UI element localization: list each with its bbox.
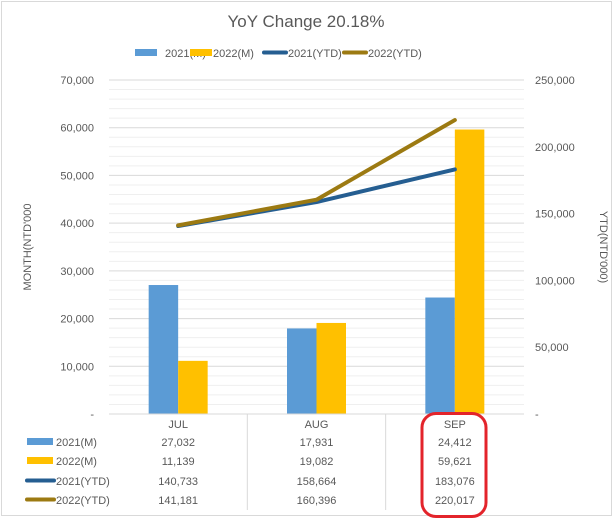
legend-label: 2022(M) [213, 48, 254, 60]
table-header-SEP: SEP [444, 419, 466, 431]
table-row-label: 2022(M) [56, 456, 97, 468]
table-row-label: 2021(YTD) [56, 476, 110, 488]
table-header-JUL: JUL [168, 419, 188, 431]
table-cell: 59,621 [438, 456, 472, 468]
left-tick-label: 40,000 [60, 218, 94, 230]
table-cell: 17,931 [300, 437, 334, 449]
right-tick-label: - [535, 409, 539, 421]
left-tick-label: - [90, 409, 94, 421]
bar-2022(M)-AUG [316, 322, 346, 414]
left-axis-title: MONTH(NTD'000 [22, 203, 34, 290]
legend: 2021(M) 2022(M) 2021(YTD) 2022(YTD) [135, 48, 422, 60]
table-row-label: 2022(YTD) [56, 495, 110, 507]
right-tick-label: 150,000 [535, 209, 575, 221]
table-cell: 24,412 [438, 437, 472, 449]
table-cell: 141,181 [158, 495, 198, 507]
left-tick-label: 10,000 [60, 361, 94, 373]
legend-swatch-icon [190, 49, 212, 56]
table-swatch-icon [27, 438, 53, 445]
bar-2021(M)-AUG [287, 328, 317, 414]
table-cell: 160,396 [297, 495, 337, 507]
right-tick-label: 50,000 [535, 342, 569, 354]
left-tick-label: 20,000 [60, 314, 94, 326]
table-swatch-icon [27, 457, 53, 464]
table-cell: 27,032 [161, 437, 195, 449]
data-table: JUL AUG SEP 2021(M) 27,032 17,931 24,412 2022(M… [25, 413, 524, 510]
right-axis-ticks: - 50,000 100,000 150,000 200,000 250,000 [535, 75, 575, 421]
right-tick-label: 100,000 [535, 275, 575, 287]
left-tick-label: 60,000 [60, 123, 94, 135]
right-tick-label: 250,000 [535, 75, 575, 87]
right-tick-label: 200,000 [535, 142, 575, 154]
legend-swatch-icon [135, 49, 157, 56]
chart-title: YoY Change 20.18% [228, 12, 385, 31]
table-cell: 220,017 [435, 495, 475, 507]
table-cell: 11,139 [162, 456, 195, 468]
bar-2021(M)-SEP [425, 297, 455, 414]
legend-label: 2021(YTD) [288, 48, 342, 60]
table-cell: 183,076 [435, 476, 475, 488]
left-axis-ticks: - 10,000 20,000 30,000 40,000 50,000 60,000 70,… [60, 75, 94, 421]
table-cell: 19,082 [300, 456, 334, 468]
right-axis-title: YTD(NTD'000) [597, 211, 609, 283]
table-cell: 140,733 [158, 476, 198, 488]
bar-2022(M)-SEP [454, 129, 485, 415]
legend-label: 2022(YTD) [368, 48, 422, 60]
table-header-AUG: AUG [305, 419, 329, 431]
left-tick-label: 70,000 [60, 75, 94, 87]
table-cell: 158,664 [297, 476, 337, 488]
line-2022(YTD) [176, 118, 457, 228]
line-series [176, 118, 457, 228]
sep-highlight-box [420, 412, 488, 518]
left-tick-label: 30,000 [60, 266, 94, 278]
bar-2022(M)-JUL [178, 360, 208, 414]
bar-series [148, 129, 485, 415]
bar-2021(M)-JUL [148, 285, 179, 414]
table-row-label: 2021(M) [56, 437, 97, 449]
left-tick-label: 50,000 [60, 170, 94, 182]
